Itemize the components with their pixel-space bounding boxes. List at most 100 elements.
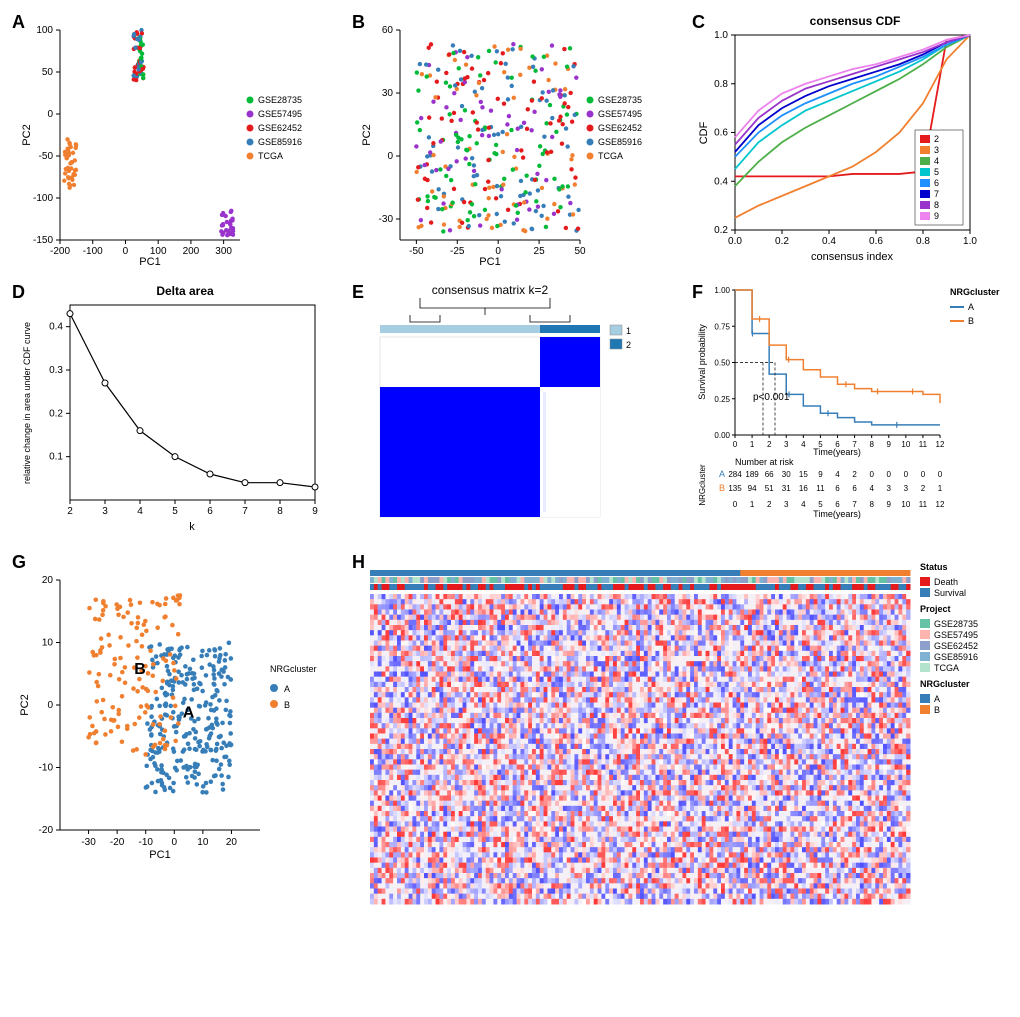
svg-text:B: B	[284, 700, 290, 710]
svg-text:7: 7	[934, 189, 939, 199]
svg-text:30: 30	[782, 470, 791, 479]
panel-f-label: F	[692, 282, 703, 303]
svg-text:20: 20	[42, 575, 54, 586]
svg-text:2: 2	[852, 470, 857, 479]
svg-text:200: 200	[183, 246, 200, 257]
svg-text:A: A	[183, 705, 195, 722]
svg-text:3: 3	[784, 440, 789, 449]
svg-text:1: 1	[626, 326, 631, 336]
svg-text:6: 6	[835, 484, 840, 493]
svg-text:0: 0	[47, 109, 53, 120]
svg-text:2: 2	[934, 134, 939, 144]
svg-text:51: 51	[765, 484, 774, 493]
svg-text:8: 8	[869, 500, 874, 509]
svg-text:11: 11	[919, 440, 928, 449]
panel-a-legend: GSE28735GSE57495GSE62452GSE85916TCGA	[247, 95, 303, 161]
svg-text:5: 5	[818, 500, 823, 509]
svg-text:GSE28735: GSE28735	[258, 95, 302, 105]
svg-text:-30: -30	[81, 837, 96, 848]
svg-text:3: 3	[887, 484, 892, 493]
svg-text:GSE28735: GSE28735	[598, 95, 642, 105]
svg-text:12: 12	[936, 440, 945, 449]
panel-f-legend: NRGcluster AB	[950, 287, 1000, 326]
panel-g-svg: -30-20-1001020 -20-1001020 PC1 PC2 AB NR…	[10, 550, 340, 870]
svg-text:0.00: 0.00	[714, 431, 730, 440]
panel-b-xlabel: PC1	[479, 256, 500, 268]
svg-text:9: 9	[818, 470, 823, 479]
svg-text:12: 12	[936, 500, 945, 509]
svg-text:16: 16	[799, 484, 808, 493]
svg-text:0.0: 0.0	[728, 236, 742, 247]
svg-text:0.6: 0.6	[714, 128, 728, 139]
svg-text:15: 15	[799, 470, 808, 479]
svg-text:1: 1	[750, 440, 755, 449]
svg-text:66: 66	[765, 470, 774, 479]
figure-grid: A -200-1000100200300 -150-100-50050100 P…	[10, 10, 1020, 950]
svg-text:5: 5	[172, 506, 178, 517]
svg-text:GSE85916: GSE85916	[258, 137, 302, 147]
svg-text:2: 2	[767, 500, 772, 509]
svg-text:9: 9	[312, 506, 318, 517]
svg-text:9: 9	[887, 440, 892, 449]
svg-text:2: 2	[767, 440, 772, 449]
panel-c-legend: 23456789	[915, 130, 963, 225]
svg-text:11: 11	[816, 484, 825, 493]
svg-text:2: 2	[67, 506, 73, 517]
panel-c-label: C	[692, 12, 705, 33]
svg-text:0: 0	[904, 470, 909, 479]
panel-h: H StatusDeathSurvivalProjectGSE28735GSE5…	[350, 550, 1020, 950]
panel-g: G -30-20-1001020 -20-1001020 PC1 PC2 AB …	[10, 550, 340, 950]
svg-text:8: 8	[277, 506, 283, 517]
svg-text:0.50: 0.50	[714, 359, 730, 368]
svg-text:3: 3	[784, 500, 789, 509]
panel-d-ylabel: relative change in area under CDF curve	[22, 322, 32, 484]
panel-d-title: Delta area	[156, 284, 214, 298]
svg-text:6: 6	[835, 500, 840, 509]
svg-text:-50: -50	[39, 151, 54, 162]
svg-text:10: 10	[901, 440, 910, 449]
svg-text:NRGcluster: NRGcluster	[950, 287, 1000, 297]
svg-text:1: 1	[938, 484, 943, 493]
svg-text:3: 3	[904, 484, 909, 493]
svg-text:0.25: 0.25	[714, 395, 730, 404]
panel-f-xlabel: Time(years)	[813, 447, 861, 457]
svg-text:-10: -10	[138, 837, 153, 848]
svg-text:TCGA: TCGA	[258, 151, 283, 161]
panel-a-xlabel: PC1	[139, 256, 160, 268]
svg-text:31: 31	[782, 484, 791, 493]
svg-text:Number at risk: Number at risk	[735, 457, 794, 467]
panel-e-legend: 12	[610, 325, 631, 350]
panel-a-label: A	[12, 12, 25, 33]
svg-text:0.3: 0.3	[49, 365, 63, 376]
svg-text:0: 0	[733, 440, 738, 449]
svg-text:Time(years): Time(years)	[813, 509, 861, 519]
svg-text:-30: -30	[379, 214, 394, 225]
panel-g-legend: NRGcluster AB	[270, 664, 317, 710]
panel-e-label: E	[352, 282, 364, 303]
panel-d-xlabel: k	[189, 521, 195, 533]
panel-c-xlabel: consensus index	[811, 251, 893, 263]
panel-b-svg: -50-2502550 -3003060 PC1 PC2 GSE28735GSE…	[350, 10, 680, 270]
svg-text:2: 2	[626, 340, 631, 350]
panel-h-legend: StatusDeathSurvivalProjectGSE28735GSE574…	[920, 562, 978, 715]
svg-text:20: 20	[226, 837, 238, 848]
svg-text:10: 10	[901, 500, 910, 509]
svg-text:GSE62452: GSE62452	[598, 123, 642, 133]
svg-text:60: 60	[382, 25, 394, 36]
panel-c-svg: consensus CDF 0.00.20.40.60.81.0 0.20.40…	[690, 10, 1020, 270]
svg-text:6: 6	[934, 178, 939, 188]
panel-a-svg: -200-1000100200300 -150-100-50050100 PC1…	[10, 10, 340, 270]
svg-text:189: 189	[745, 470, 759, 479]
panel-f-risk-table: Number at risk A28418966301594200000B135…	[698, 457, 945, 519]
svg-text:0.8: 0.8	[916, 236, 930, 247]
svg-text:NRGcluster: NRGcluster	[270, 664, 317, 674]
panel-b-label: B	[352, 12, 365, 33]
svg-text:-100: -100	[33, 193, 53, 204]
svg-text:0.2: 0.2	[49, 408, 63, 419]
svg-text:6: 6	[852, 484, 857, 493]
svg-text:8: 8	[869, 440, 874, 449]
svg-text:10: 10	[42, 638, 54, 649]
svg-text:A: A	[719, 469, 725, 479]
panel-d-svg: Delta area 23456789 0.10.20.30.4 k relat…	[10, 280, 340, 540]
panel-b-legend: GSE28735GSE57495GSE62452GSE85916TCGA	[587, 95, 643, 161]
